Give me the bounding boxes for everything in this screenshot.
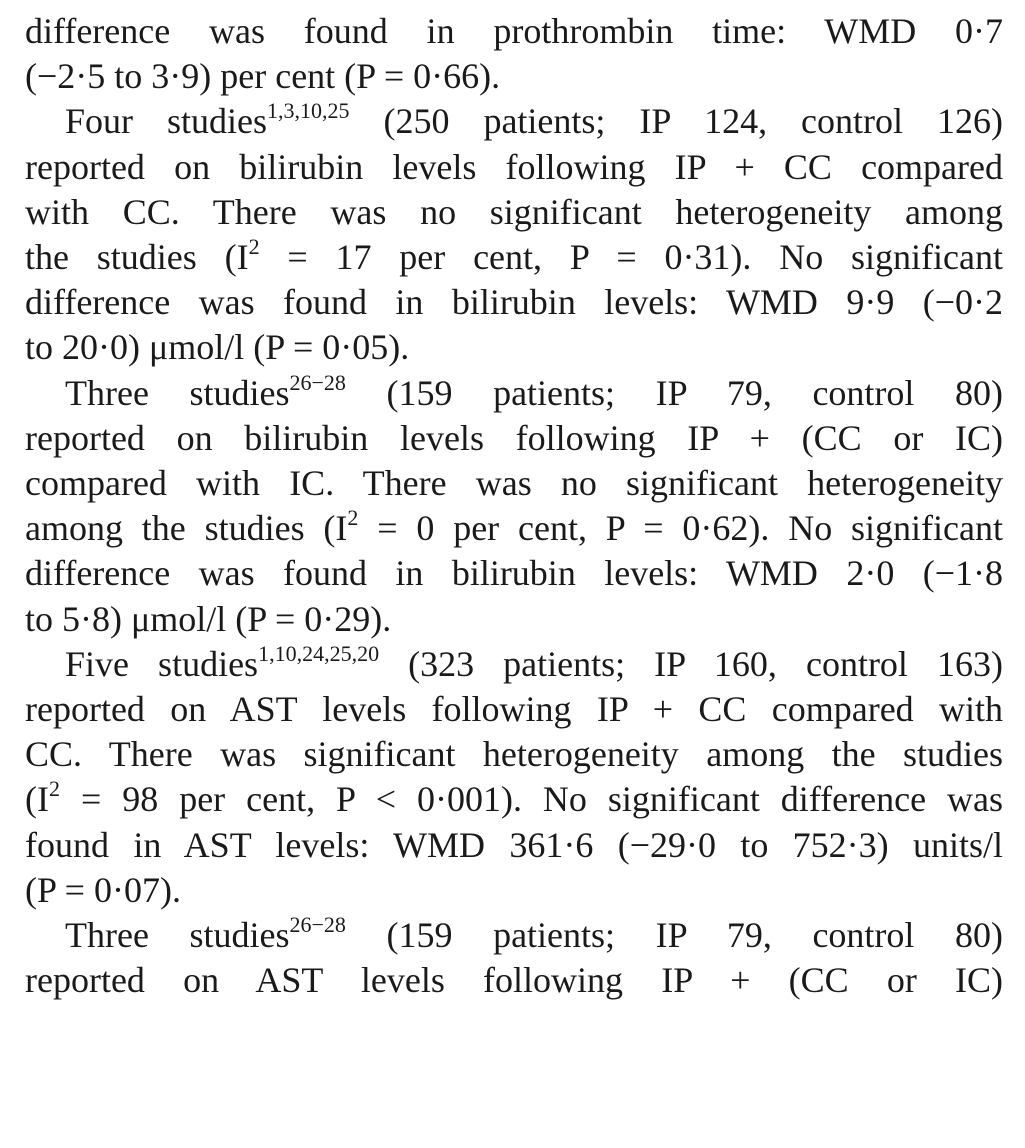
text-line: among the studies (I2 = 0 per cent, P = … — [25, 506, 1003, 551]
line-post: = 17 per cent, P = 0·31). No significant — [259, 237, 1003, 278]
exponent-superscript: 2 — [48, 777, 60, 802]
exponent-superscript: 2 — [347, 506, 359, 531]
exponent-superscript: 2 — [248, 235, 260, 260]
line-post: (159 patients; IP 79, control 80) — [345, 915, 1004, 956]
paragraph-start-line: Three studies26−28 (159 patients; IP 79,… — [25, 913, 1003, 958]
line-post: (323 patients; IP 160, control 163) — [379, 643, 1003, 684]
text-line: compared with IC. There was no significa… — [25, 463, 1003, 504]
line-pre: among the studies (I — [25, 508, 348, 549]
text-line: difference was found in prothrombin time… — [25, 11, 1003, 51]
line-pre: (I — [25, 779, 49, 820]
paragraph-start-line: Five studies1,10,24,25,20 (323 patients;… — [25, 642, 1003, 687]
text-line: CC. There was significant heterogeneity … — [25, 734, 1003, 775]
citation-superscript: 26−28 — [289, 913, 346, 938]
line-post: (159 patients; IP 79, control 80) — [345, 372, 1004, 413]
citation-superscript: 1,10,24,25,20 — [258, 641, 380, 666]
line-pre: Four studies — [65, 101, 267, 142]
text-line: (−2·5 to 3·9) per cent (P = 0·66). — [25, 56, 501, 97]
text-line: reported on bilirubin levels following I… — [25, 146, 1003, 187]
text-line: to 5·8) μmol/l (P = 0·29). — [25, 598, 392, 639]
citation-superscript: 26−28 — [289, 370, 346, 395]
citation-superscript: 1,3,10,25 — [267, 99, 350, 124]
text-line: the studies (I2 = 17 per cent, P = 0·31)… — [25, 235, 1003, 280]
text-line: with CC. There was no significant hetero… — [25, 191, 1003, 232]
line-pre: the studies (I — [25, 237, 249, 278]
text-line: found in AST levels: WMD 361·6 (−29·0 to… — [25, 824, 1003, 865]
text-line: (P = 0·07). — [25, 869, 181, 910]
text-line: difference was found in bilirubin levels… — [25, 282, 1003, 323]
line-pre: Three studies — [65, 372, 290, 413]
line-post: = 0 per cent, P = 0·62). No significant — [358, 508, 1003, 549]
text-line: reported on AST levels following IP + (C… — [25, 960, 1003, 1001]
paragraph-start-line: Four studies1,3,10,25 (250 patients; IP … — [25, 99, 1003, 144]
text-line: reported on bilirubin levels following I… — [25, 417, 1003, 458]
text-line: difference was found in bilirubin levels… — [25, 553, 1003, 594]
line-pre: Three studies — [65, 915, 290, 956]
line-post: (250 patients; IP 124, control 126) — [349, 101, 1003, 142]
text-line: reported on AST levels following IP + CC… — [25, 689, 1003, 730]
line-pre: Five studies — [65, 643, 259, 684]
text-line: to 20·0) μmol/l (P = 0·05). — [25, 327, 410, 368]
body-text: difference was found in prothrombin time… — [25, 9, 1003, 1003]
line-post: = 98 per cent, P < 0·001). No significan… — [59, 779, 1003, 820]
text-line: (I2 = 98 per cent, P < 0·001). No signif… — [25, 777, 1003, 822]
paragraph-start-line: Three studies26−28 (159 patients; IP 79,… — [25, 371, 1003, 416]
